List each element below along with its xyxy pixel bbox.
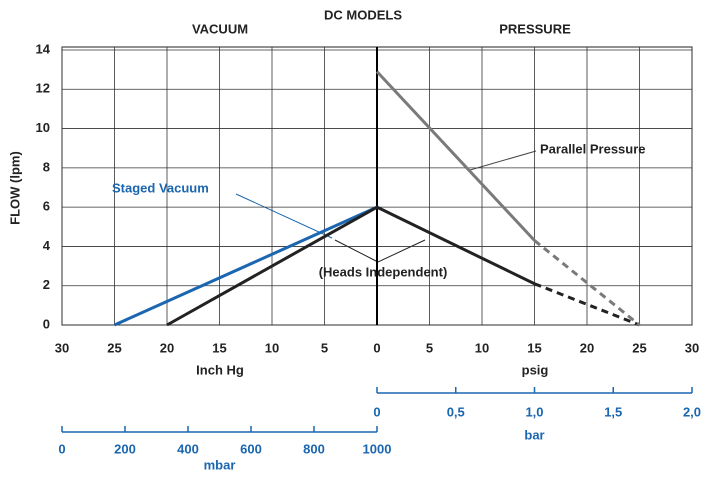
secondary-tick-label: 0 [58, 441, 65, 456]
line-series-dashed [533, 239, 641, 327]
line-series [166, 205, 536, 327]
leader-line [377, 239, 426, 263]
x-tick-label: 0 [373, 340, 380, 355]
secondary-axis-label: bar [524, 427, 544, 442]
x-tick-label: 20 [580, 340, 594, 355]
secondary-tick-label: 1,0 [525, 404, 543, 419]
secondary-axis-label: mbar [204, 457, 236, 472]
leader-line [235, 193, 333, 239]
secondary-tick-label: 1000 [363, 441, 392, 456]
leader-line [469, 150, 537, 171]
y-tick-label: 12 [36, 81, 50, 96]
x-tick-label: 30 [55, 340, 69, 355]
series-label: (Heads Independent) [319, 264, 448, 279]
secondary-tick-label: 200 [114, 441, 136, 456]
x-tick-label: 10 [265, 340, 279, 355]
y-tick-label: 4 [43, 238, 51, 253]
line-series [113, 205, 378, 327]
chart-title: DC MODELS [324, 7, 402, 22]
secondary-tick-label: 600 [240, 441, 262, 456]
secondary-tick-label: 1,5 [604, 404, 622, 419]
x-tick-label: 10 [475, 340, 489, 355]
secondary-tick-label: 2,0 [683, 404, 701, 419]
x-axis-label: psig [522, 362, 549, 377]
section-label: PRESSURE [499, 21, 571, 36]
y-tick-label: 6 [43, 199, 50, 214]
secondary-tick-label: 800 [303, 441, 325, 456]
y-tick-label: 14 [36, 41, 51, 56]
line-series-dashed [533, 282, 641, 327]
x-tick-label: 5 [426, 340, 433, 355]
x-tick-label: 20 [160, 340, 174, 355]
x-tick-label: 15 [527, 340, 541, 355]
section-label: VACUUM [192, 21, 248, 36]
x-tick-label: 5 [321, 340, 328, 355]
x-tick-label: 30 [685, 340, 699, 355]
x-tick-label: 15 [212, 340, 226, 355]
leader-line [334, 239, 379, 263]
x-tick-label: 25 [107, 340, 121, 355]
x-axis-label: Inch Hg [196, 362, 244, 377]
y-tick-label: 0 [43, 316, 50, 331]
series-label: Parallel Pressure [540, 141, 646, 156]
secondary-tick-label: 400 [177, 441, 199, 456]
secondary-tick-label: 0 [373, 404, 380, 419]
secondary-tick-label: 0,5 [447, 404, 465, 419]
y-tick-label: 2 [43, 277, 50, 292]
x-tick-label: 25 [632, 340, 646, 355]
y-tick-label: 8 [43, 159, 50, 174]
line-series [375, 70, 536, 242]
y-axis-label: FLOW (lpm) [7, 151, 22, 225]
y-tick-label: 10 [36, 120, 50, 135]
series-label: Staged Vacuum [112, 180, 209, 195]
